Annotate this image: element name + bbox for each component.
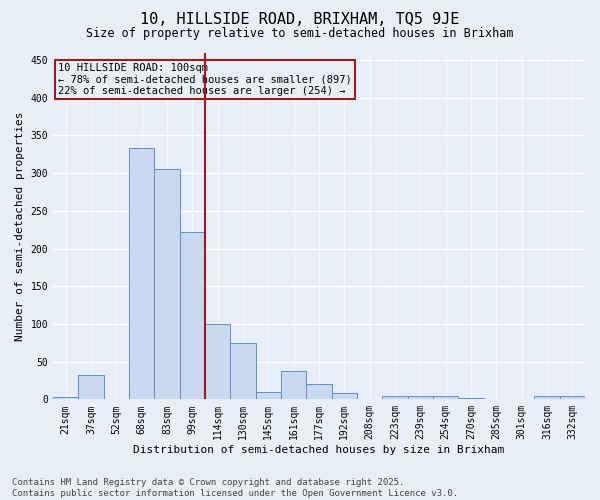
Bar: [256, 392, 281, 400]
Bar: [281, 370, 307, 400]
Bar: [179, 232, 205, 400]
Bar: [79, 375, 104, 400]
Text: Size of property relative to semi-detached houses in Brixham: Size of property relative to semi-detach…: [86, 28, 514, 40]
Bar: [560, 396, 585, 400]
Bar: [307, 384, 332, 400]
Bar: [433, 396, 458, 400]
Y-axis label: Number of semi-detached properties: Number of semi-detached properties: [15, 111, 25, 340]
Bar: [230, 343, 256, 400]
Bar: [332, 392, 357, 400]
Bar: [407, 396, 433, 400]
Bar: [104, 398, 129, 400]
Bar: [458, 398, 484, 400]
Text: 10 HILLSIDE ROAD: 100sqm
← 78% of semi-detached houses are smaller (897)
22% of : 10 HILLSIDE ROAD: 100sqm ← 78% of semi-d…: [58, 63, 352, 96]
Text: 10, HILLSIDE ROAD, BRIXHAM, TQ5 9JE: 10, HILLSIDE ROAD, BRIXHAM, TQ5 9JE: [140, 12, 460, 28]
Text: Contains HM Land Registry data © Crown copyright and database right 2025.
Contai: Contains HM Land Registry data © Crown c…: [12, 478, 458, 498]
Bar: [129, 148, 154, 400]
X-axis label: Distribution of semi-detached houses by size in Brixham: Distribution of semi-detached houses by …: [133, 445, 505, 455]
Bar: [357, 398, 382, 400]
Bar: [535, 396, 560, 400]
Bar: [509, 398, 535, 400]
Bar: [53, 397, 79, 400]
Bar: [382, 396, 407, 400]
Bar: [205, 324, 230, 400]
Bar: [154, 170, 179, 400]
Bar: [484, 398, 509, 400]
